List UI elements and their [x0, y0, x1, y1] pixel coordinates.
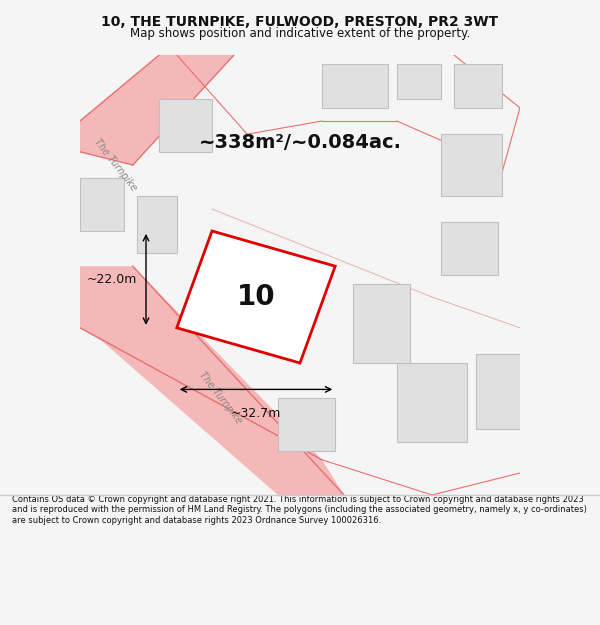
Polygon shape [441, 134, 502, 196]
Text: Map shows position and indicative extent of the property.: Map shows position and indicative extent… [130, 27, 470, 39]
Polygon shape [441, 222, 498, 275]
Text: Contains OS data © Crown copyright and database right 2021. This information is : Contains OS data © Crown copyright and d… [12, 495, 587, 525]
Text: ~338m²/~0.084ac.: ~338m²/~0.084ac. [199, 134, 401, 152]
Polygon shape [322, 64, 388, 107]
Polygon shape [476, 354, 520, 429]
Polygon shape [80, 266, 344, 495]
Polygon shape [177, 231, 335, 363]
Polygon shape [454, 64, 502, 107]
Polygon shape [137, 196, 177, 253]
Text: ~32.7m: ~32.7m [231, 407, 281, 420]
Text: 10: 10 [236, 283, 275, 311]
Polygon shape [159, 99, 212, 152]
Polygon shape [80, 55, 234, 165]
Polygon shape [397, 363, 467, 442]
Text: The Turnpike: The Turnpike [92, 137, 139, 193]
Text: The Turnpike: The Turnpike [197, 370, 244, 426]
Text: 10, THE TURNPIKE, FULWOOD, PRESTON, PR2 3WT: 10, THE TURNPIKE, FULWOOD, PRESTON, PR2 … [101, 16, 499, 29]
Polygon shape [397, 64, 441, 99]
Polygon shape [353, 284, 410, 363]
Text: ~22.0m: ~22.0m [87, 273, 137, 286]
Polygon shape [278, 398, 335, 451]
Polygon shape [80, 178, 124, 231]
